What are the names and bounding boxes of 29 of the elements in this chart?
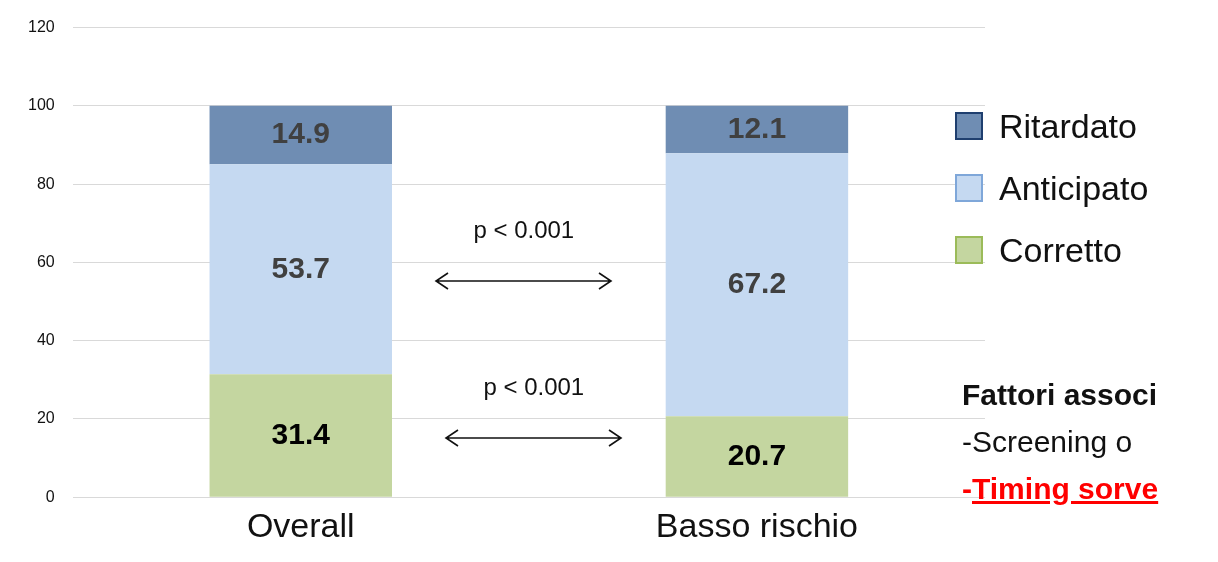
annotation: -Screening o (962, 425, 1133, 459)
bar (209, 105, 392, 165)
legend-label: Anticipato (999, 168, 1149, 208)
bar (665, 153, 849, 417)
y-tick-label: 40 (36, 331, 55, 349)
data-label: 14.9 (271, 116, 330, 150)
x-tick-label: Basso rischio (655, 505, 859, 544)
bar (209, 374, 392, 497)
legend-label: Corretto (999, 230, 1122, 270)
y-tick-label: 100 (27, 96, 55, 114)
data-label: 20.7 (727, 437, 787, 471)
legend-label: Ritardato (999, 106, 1137, 146)
y-tick-label: 120 (27, 18, 55, 36)
data-label: 31.4 (271, 416, 331, 450)
bar (209, 164, 392, 375)
data-label: 53.7 (271, 250, 330, 284)
data-label: 12.1 (727, 110, 787, 144)
data-label: 67.2 (727, 265, 787, 299)
y-tick-label: 0 (45, 487, 55, 505)
x-tick-label: Overall (246, 505, 355, 544)
annotation: p < 0.001 (472, 216, 576, 245)
annotation: p < 0.001 (482, 372, 586, 401)
annotation: Fattori associ (962, 378, 1158, 412)
y-tick-label: 80 (36, 174, 55, 192)
y-tick-label: 20 (36, 409, 55, 427)
annotation: -Timing sorve (962, 472, 1159, 506)
y-tick-label: 60 (36, 252, 55, 270)
bar (665, 416, 849, 497)
bar (665, 105, 849, 154)
